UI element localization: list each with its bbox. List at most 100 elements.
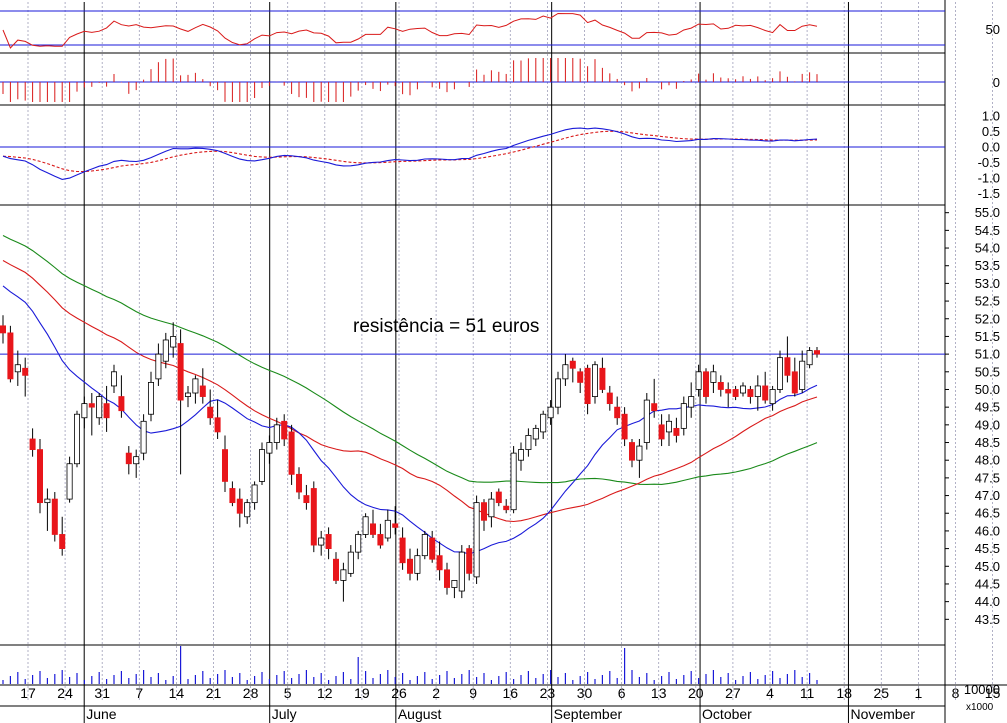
x-tick-label: 20	[688, 685, 704, 701]
candle-body	[532, 427, 539, 440]
candle-body	[480, 502, 487, 521]
macd-tick-label: -1.0	[978, 171, 1000, 186]
macd-line	[2, 127, 818, 180]
x-tick-label: 12	[317, 685, 333, 701]
candle-body	[184, 392, 191, 397]
x-tick-label: 13	[651, 685, 667, 701]
x-tick-label: 23	[540, 685, 556, 701]
price-tick-label: 46.0	[975, 523, 1000, 538]
candle-body	[192, 378, 199, 394]
candle-body	[525, 435, 532, 450]
candle-body	[377, 534, 384, 546]
candle-body	[421, 534, 428, 557]
candle-body	[325, 534, 332, 549]
macd-panel: 1.00.50.0-0.5-1.0-1.5	[0, 109, 1000, 206]
candle-body	[799, 360, 806, 390]
candle-body	[288, 431, 295, 475]
price-tick-label: 44.5	[975, 576, 1000, 591]
price-tick-label: 49.0	[975, 417, 1000, 432]
price-tick-label: 49.5	[975, 400, 1000, 415]
candle-body	[747, 389, 754, 397]
price-tick-label: 47.5	[975, 470, 1000, 485]
candle-body	[569, 360, 576, 369]
candle-body	[0, 325, 6, 334]
candle-body	[37, 449, 44, 504]
candle-body	[614, 406, 621, 419]
candle-body	[717, 382, 724, 390]
resistance-annotation: resistência = 51 euros	[353, 316, 539, 337]
x-tick-label: 9	[469, 685, 477, 701]
candle-body	[303, 495, 310, 504]
volume-panel: 10000 x1000	[2, 646, 1000, 713]
candle-body	[592, 364, 599, 397]
x-tick-label: 24	[57, 685, 73, 701]
candle-body	[806, 350, 813, 366]
price-tick-label: 51.0	[975, 347, 1000, 362]
x-tick-label: 14	[169, 685, 185, 701]
macd-tick-label: 0.5	[982, 124, 1000, 139]
price-tick-label: 50.5	[975, 364, 1000, 379]
rsi-line	[2, 12, 818, 49]
x-tick-label: 11	[800, 685, 815, 701]
candle-body	[281, 420, 288, 440]
y-axis: 43.5 44.0 44.5 45.0 45.5 46.0 46.5 47.0 47.5 48.0…	[945, 205, 1000, 627]
candle-body	[147, 382, 154, 415]
x-tick-label: 1	[915, 685, 923, 701]
price-tick-label: 46.5	[975, 506, 1000, 521]
price-tick-label: 48.5	[975, 435, 1000, 450]
x-tick-label: 4	[766, 685, 774, 701]
price-tick-label: 43.5	[975, 612, 1000, 627]
month-label: November	[850, 706, 915, 722]
candle-body	[732, 389, 739, 397]
candle-body	[629, 442, 636, 461]
candle-body	[295, 473, 302, 493]
x-axis: 17 24 31 7 14 21 28 5 12 19 26 2 9 16 23 30 6 13 20 27 4 11 18…	[20, 685, 1000, 722]
x-tick-label: 25	[874, 685, 890, 701]
month-label: October	[702, 706, 752, 722]
candle-body	[754, 385, 761, 397]
candle-body	[244, 502, 251, 518]
candle-body	[251, 484, 258, 504]
x-tick-label: 28	[243, 685, 259, 701]
candle-body	[310, 488, 317, 546]
candle-body	[266, 442, 273, 454]
rsi-tick-label: 50	[986, 22, 1000, 37]
candle-body	[81, 403, 88, 419]
candle-body	[621, 413, 628, 440]
macd-tick-label: -1.5	[978, 186, 1000, 201]
macd-tick-label: -0.5	[978, 155, 1000, 170]
candle-body	[221, 449, 228, 482]
candle-body	[814, 350, 821, 355]
price-tick-label: 52.5	[975, 294, 1000, 309]
candle-body	[643, 399, 650, 443]
month-label: September	[554, 706, 623, 722]
candle-body	[140, 420, 147, 454]
candle-body	[66, 463, 73, 500]
x-tick-label: 26	[391, 685, 407, 701]
candle-body	[214, 417, 221, 433]
candle-body	[125, 452, 132, 465]
candle-body	[488, 498, 495, 518]
price-tick-label: 44.0	[975, 594, 1000, 609]
candle-body	[599, 367, 606, 390]
x-tick-label: 27	[725, 685, 741, 701]
candle-body	[636, 445, 643, 461]
candle-body	[703, 371, 710, 397]
candle-body	[791, 371, 798, 394]
candle-body	[236, 498, 243, 514]
candle-body	[177, 343, 184, 401]
candle-body	[273, 424, 280, 443]
rsi-panel: 50	[0, 10, 1000, 54]
moving-average-mid-line	[2, 260, 818, 523]
month-label: August	[398, 706, 442, 722]
candle-body	[443, 569, 450, 588]
candle-body	[436, 555, 443, 571]
candle-body	[673, 427, 680, 436]
candle-body	[118, 396, 125, 412]
candle-body	[762, 385, 769, 401]
price-tick-label: 50.0	[975, 382, 1000, 397]
candle-body	[458, 551, 465, 592]
candle-body	[258, 449, 265, 482]
candle-body	[59, 534, 66, 549]
